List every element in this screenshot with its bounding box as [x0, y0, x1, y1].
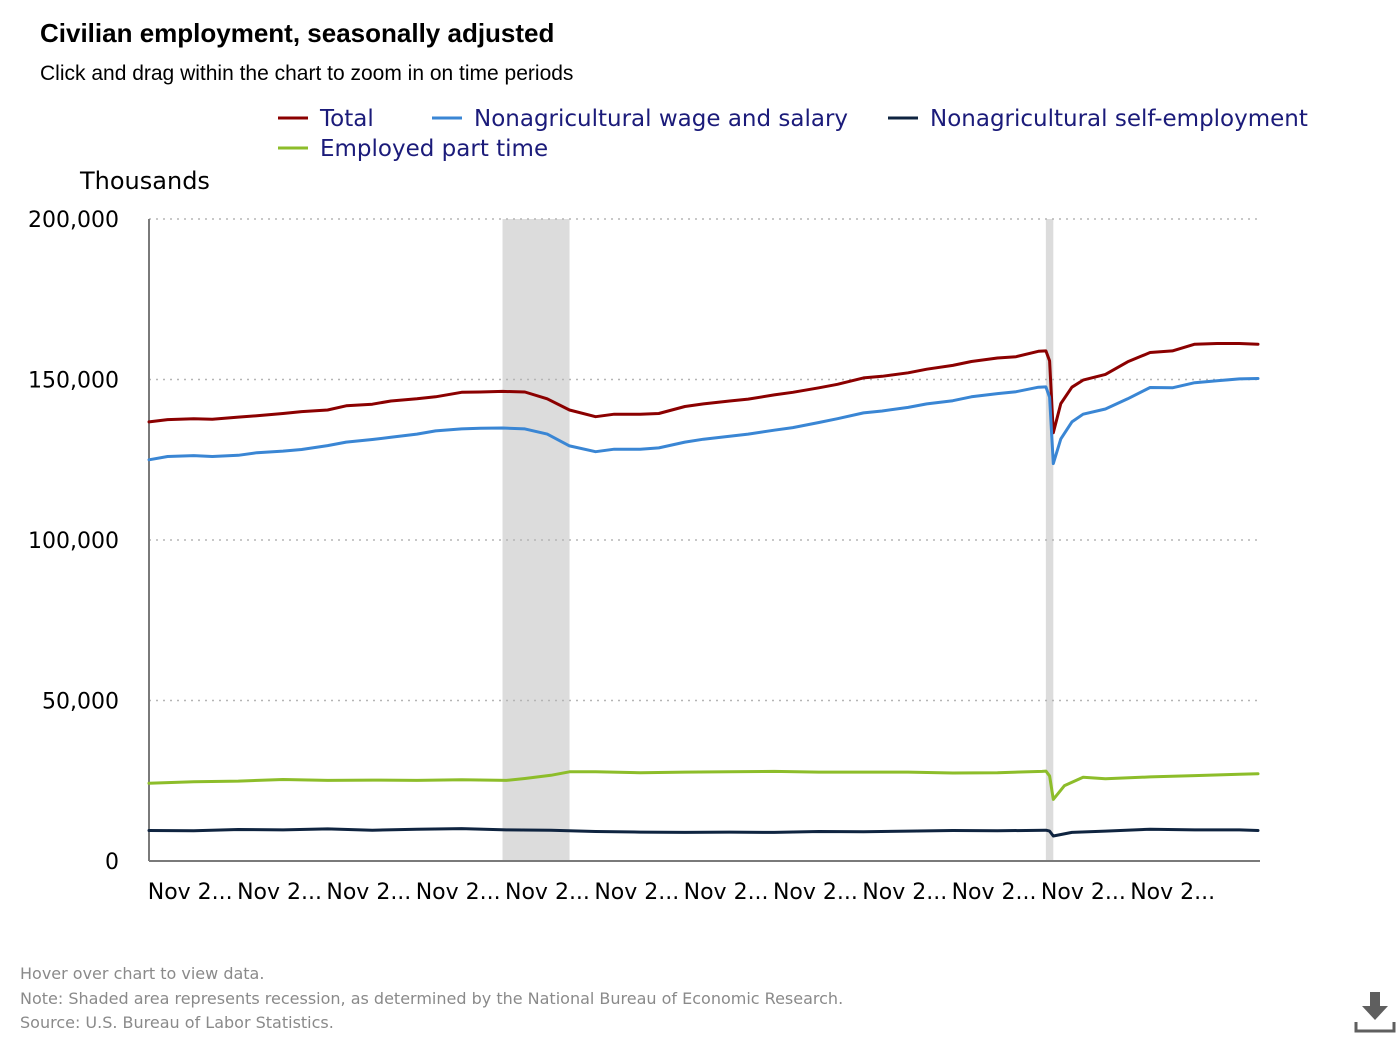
- legend-label: Nonagricultural wage and salary: [474, 106, 848, 132]
- series-line-nonagricultural-self-employment[interactable]: [147, 827, 1260, 838]
- legend-label: Nonagricultural self-employment: [930, 106, 1308, 132]
- y-axis-title: Thousands: [79, 167, 210, 195]
- x-tick-label: Nov 2...: [1130, 880, 1215, 905]
- y-gridlines: [149, 218, 1258, 702]
- y-tick-label: 0: [105, 850, 119, 875]
- download-icon[interactable]: [1352, 990, 1396, 1034]
- y-tick-label: 200,000: [28, 208, 119, 233]
- legend-item-nonagricultural-wage-and-salary[interactable]: Nonagricultural wage and salary: [432, 106, 848, 132]
- y-tick-label: 100,000: [28, 529, 119, 554]
- x-tick-label: Nov 2...: [416, 880, 501, 905]
- x-tick-label: Nov 2...: [594, 880, 679, 905]
- chart-subtitle: Click and drag within the chart to zoom …: [40, 62, 573, 85]
- source-note: Source: U.S. Bureau of Labor Statistics.: [20, 1013, 334, 1032]
- series-lines[interactable]: [147, 342, 1260, 838]
- legend-item-total[interactable]: Total: [278, 106, 374, 132]
- x-tick-label: Nov 2...: [237, 880, 322, 905]
- chart-title: Civilian employment, seasonally adjusted: [40, 18, 554, 48]
- series-line-total[interactable]: [147, 342, 1260, 435]
- legend-label: Employed part time: [320, 136, 548, 162]
- recession-note: Note: Shaded area represents recession, …: [20, 989, 843, 1008]
- x-tick-label: Nov 2...: [952, 880, 1037, 905]
- x-axis-ticks: Nov 2... Nov 2... Nov 2... Nov 2... Nov 2...…: [148, 880, 1215, 905]
- x-tick-label: Nov 2...: [1041, 880, 1126, 905]
- hover-note: Hover over chart to view data.: [20, 964, 264, 983]
- series-line-nonagricultural-wage-and-salary[interactable]: [147, 377, 1260, 466]
- legend-item-employed-part-time[interactable]: Employed part time: [278, 136, 548, 162]
- y-tick-label: 50,000: [42, 690, 119, 715]
- x-tick-label: Nov 2...: [148, 880, 233, 905]
- chart-legend: Total Nonagricultural wage and salary Nona…: [278, 106, 1308, 162]
- recession-band-1: [502, 219, 570, 861]
- recession-band-2: [1045, 219, 1054, 861]
- x-tick-label: Nov 2...: [505, 880, 590, 905]
- x-tick-label: Nov 2...: [684, 880, 769, 905]
- recession-shading: [502, 219, 1054, 861]
- series-line-employed-part-time[interactable]: [147, 769, 1260, 801]
- x-tick-label: Nov 2...: [326, 880, 411, 905]
- legend-label: Total: [319, 106, 374, 132]
- y-axis-ticks: 0 50,000 100,000 150,000 200,000: [28, 208, 119, 875]
- x-tick-label: Nov 2...: [773, 880, 858, 905]
- y-tick-label: 150,000: [28, 369, 119, 394]
- x-tick-label: Nov 2...: [862, 880, 947, 905]
- legend-item-nonagricultural-self-employment[interactable]: Nonagricultural self-employment: [888, 106, 1308, 132]
